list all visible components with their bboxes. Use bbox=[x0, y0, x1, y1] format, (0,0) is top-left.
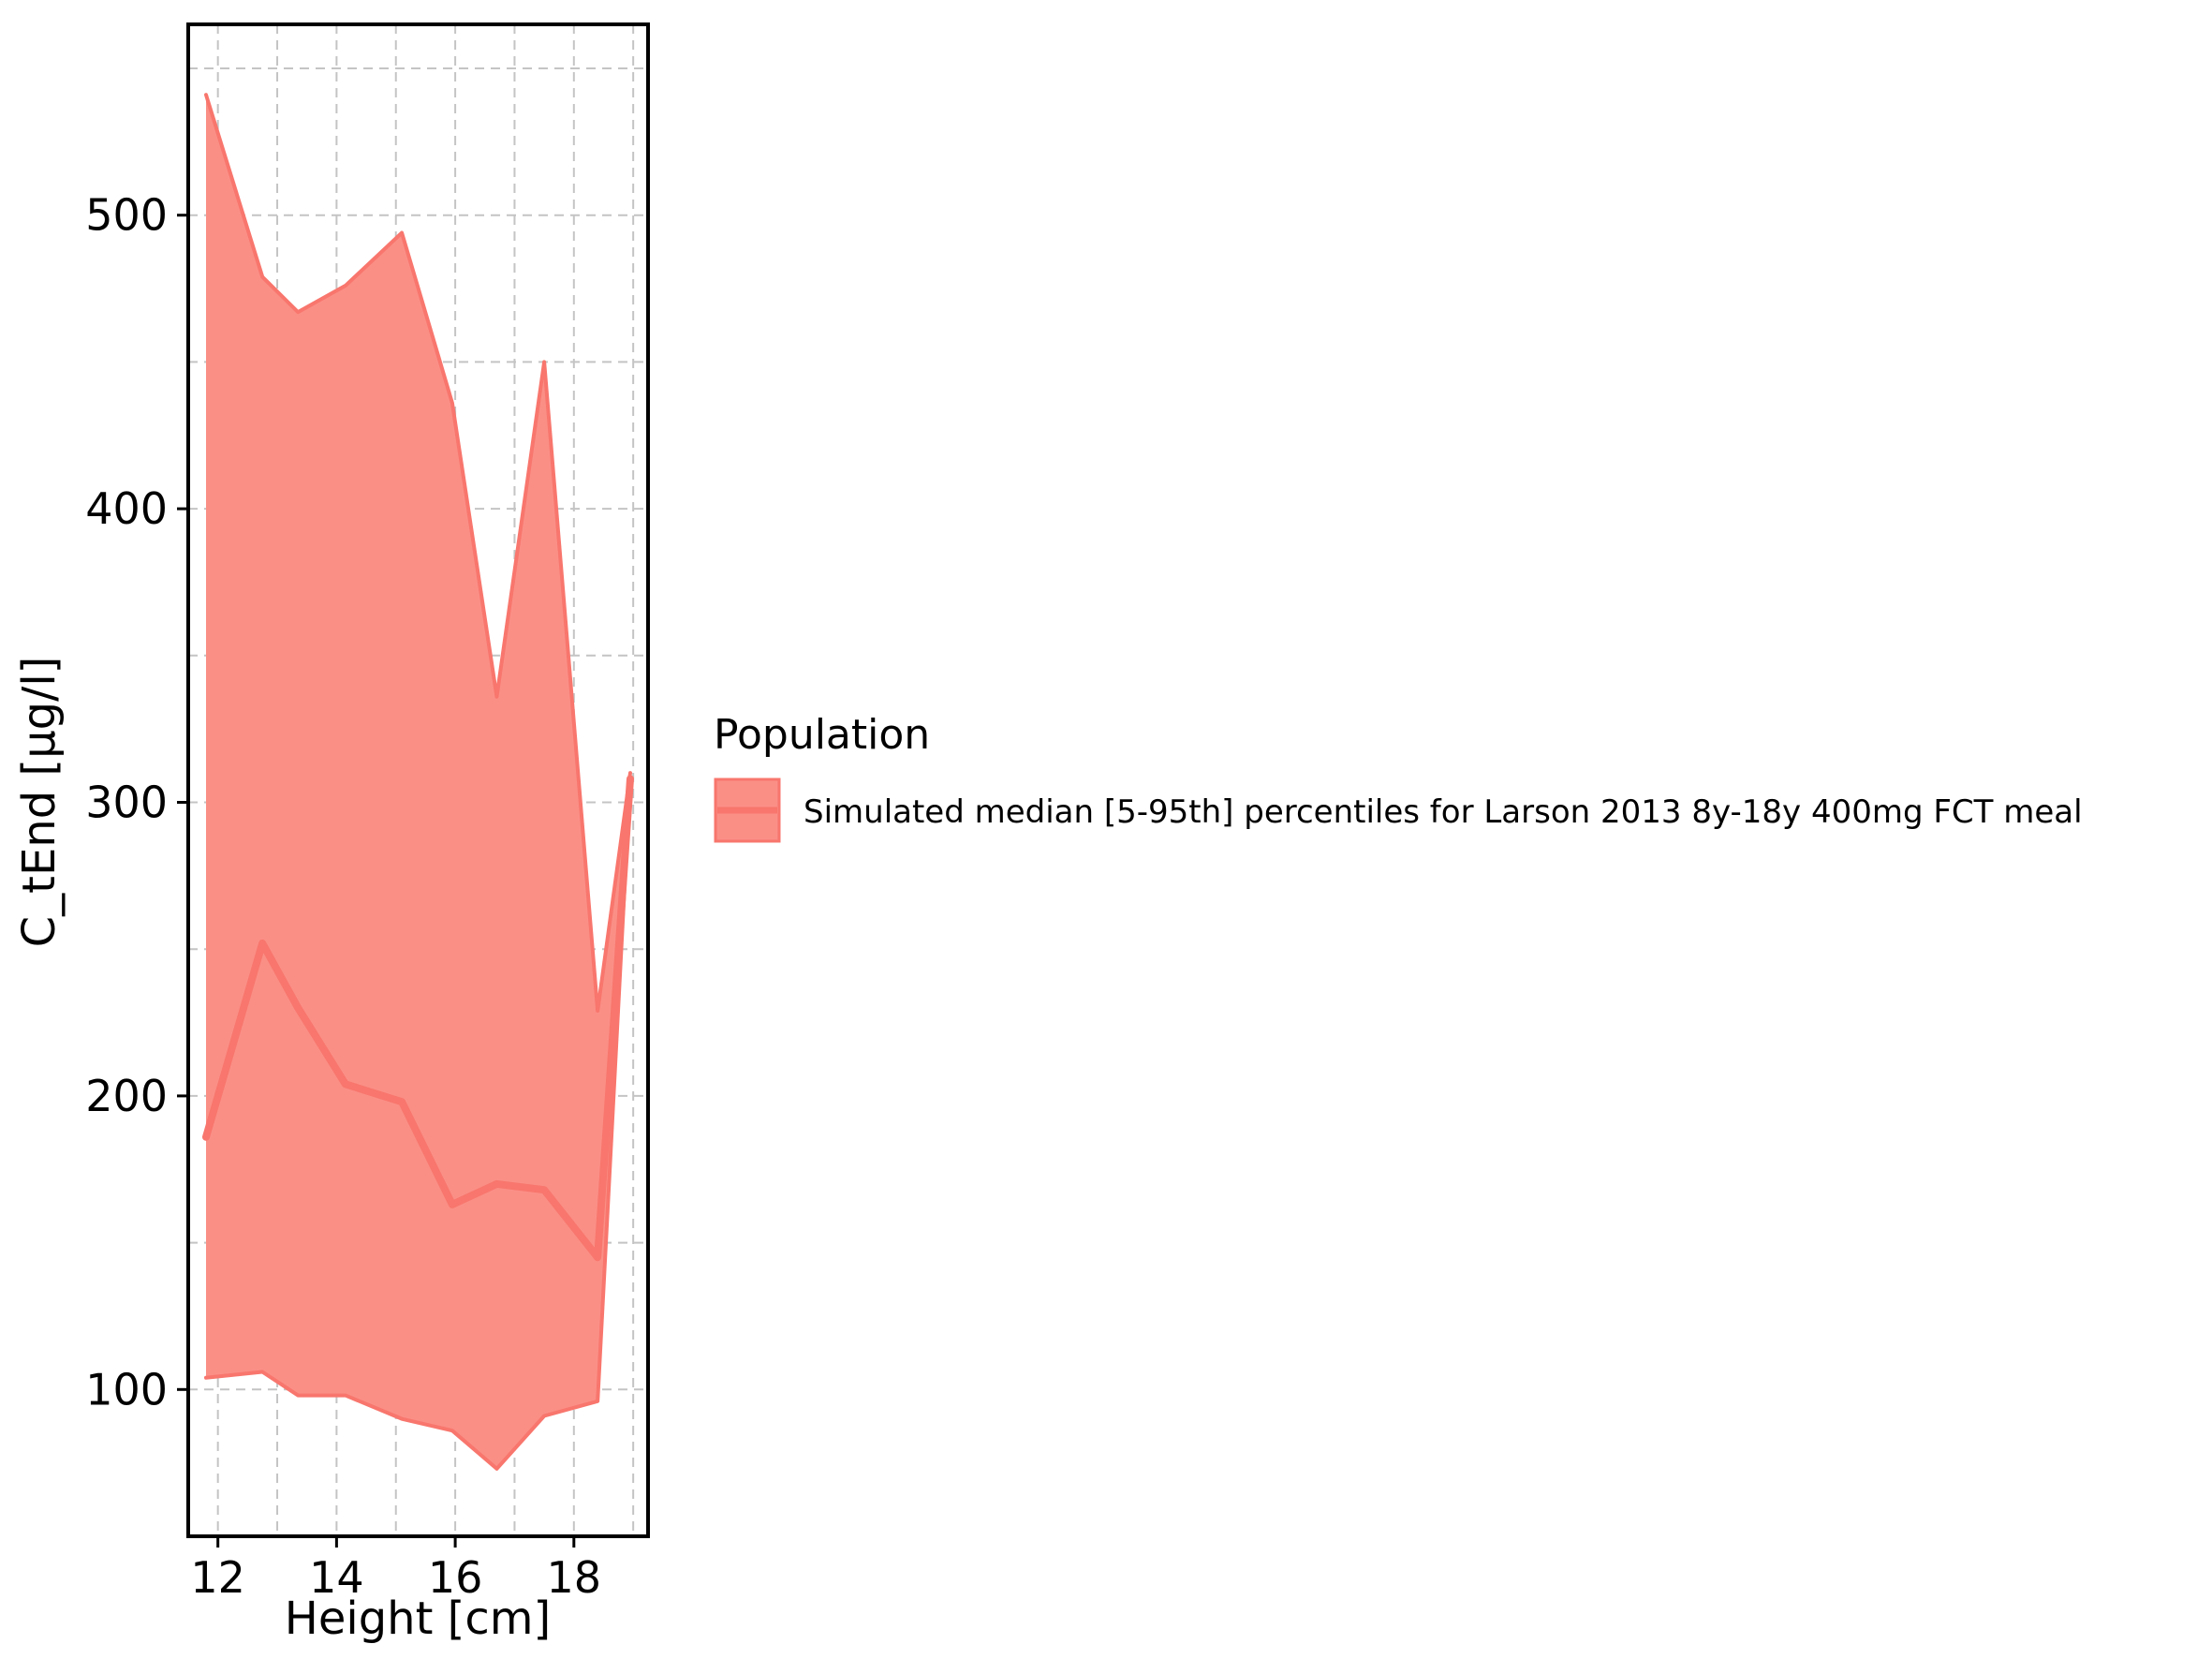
x-tick-label: 16 bbox=[428, 1552, 483, 1603]
x-tick-label: 14 bbox=[309, 1552, 364, 1603]
x-tick-label: 18 bbox=[547, 1552, 602, 1603]
frame-layer bbox=[186, 22, 650, 1538]
y-tick-label: 400 bbox=[85, 483, 168, 534]
lower-percentile-line bbox=[204, 777, 632, 1471]
legend-title: Population bbox=[714, 711, 930, 759]
series-layer bbox=[202, 93, 634, 1471]
y-axis-title: C_tEnd [µg/l] bbox=[13, 657, 66, 948]
y-tick-label: 300 bbox=[85, 778, 168, 828]
y-tick-label: 200 bbox=[85, 1071, 168, 1121]
legend: Population Simulated median [5-95th] per… bbox=[714, 711, 2083, 843]
x-tick-label: 12 bbox=[190, 1552, 245, 1603]
tick-layer: 12 14 16 18 100 200 300 400 500 bbox=[85, 190, 601, 1603]
y-tick-label: 100 bbox=[85, 1364, 168, 1415]
x-axis-title: Height [cm] bbox=[285, 1592, 552, 1645]
legend-entry-label: Simulated median [5-95th] percentiles fo… bbox=[804, 793, 2083, 831]
median-line bbox=[202, 775, 634, 1262]
y-tick-label: 500 bbox=[85, 190, 168, 241]
plot-frame bbox=[186, 22, 650, 1538]
percentile-band bbox=[206, 95, 630, 1469]
upper-percentile-line bbox=[204, 93, 632, 1014]
